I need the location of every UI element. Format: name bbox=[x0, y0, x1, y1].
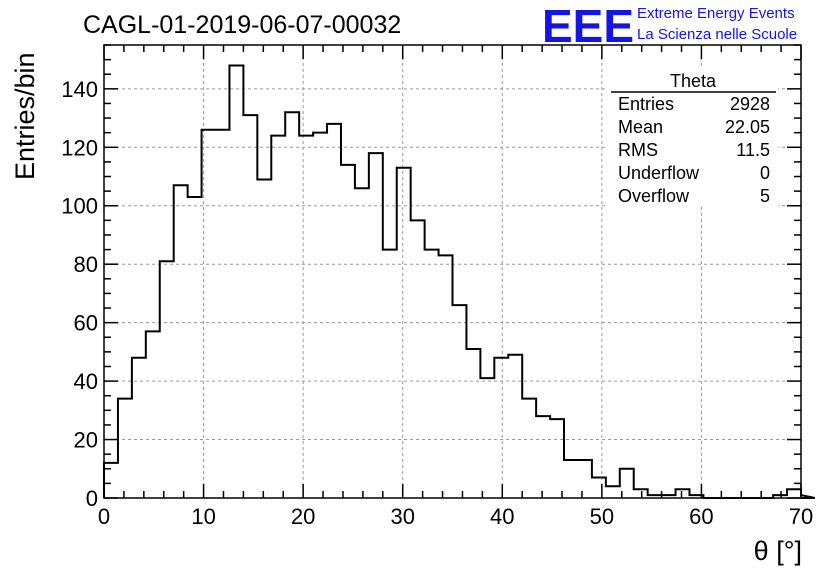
stats-row-label: Underflow bbox=[618, 163, 700, 183]
stats-box-title: Theta bbox=[670, 71, 717, 91]
y-tick-label: 140 bbox=[61, 77, 98, 102]
logo-line-1: Extreme Energy Events bbox=[637, 5, 795, 22]
stats-row-value: 11.5 bbox=[736, 140, 770, 160]
stats-box: Theta Entries 2928 Mean 22.05 RMS 11.5 Underfl… bbox=[608, 67, 778, 207]
axis-ticks bbox=[103, 44, 802, 499]
y-tick-label: 120 bbox=[61, 135, 98, 160]
stats-row-value: 0 bbox=[760, 163, 770, 183]
y-tick-labels: 0 20 40 60 80 100 120 140 bbox=[61, 77, 98, 511]
y-axis-label: Entries/bin bbox=[10, 52, 40, 180]
y-tick-label: 0 bbox=[86, 486, 98, 511]
y-tick-label: 20 bbox=[74, 428, 98, 453]
x-axis-label: θ [°] bbox=[754, 536, 802, 566]
stats-row-label: Overflow bbox=[618, 186, 690, 206]
stats-box-background bbox=[608, 67, 778, 207]
plot-frame bbox=[103, 44, 802, 499]
histogram-outline bbox=[103, 64, 816, 499]
y-tick-label: 60 bbox=[74, 311, 98, 336]
stats-row-label: Entries bbox=[618, 94, 674, 114]
y-tick-label: 100 bbox=[61, 194, 98, 219]
stats-row-value: 22.05 bbox=[725, 117, 770, 137]
stats-row-value: 5 bbox=[760, 186, 770, 206]
x-tick-label: 40 bbox=[490, 504, 514, 529]
x-tick-label: 50 bbox=[590, 504, 614, 529]
x-tick-label: 30 bbox=[390, 504, 414, 529]
x-tick-label: 60 bbox=[689, 504, 713, 529]
stats-row-label: Mean bbox=[618, 117, 663, 137]
y-tick-label: 80 bbox=[74, 252, 98, 277]
logo-line-2: La Scienza nelle Scuole bbox=[637, 26, 797, 43]
stats-row-label: RMS bbox=[618, 140, 658, 160]
y-tick-label: 40 bbox=[74, 369, 98, 394]
logo-mark: EEE bbox=[542, 0, 634, 52]
x-tick-labels: 0 10 20 30 40 50 60 70 bbox=[98, 504, 813, 529]
x-tick-label: 10 bbox=[191, 504, 215, 529]
x-tick-label: 20 bbox=[291, 504, 315, 529]
stats-rows: Entries 2928 Mean 22.05 RMS 11.5 Underflow 0 Ove… bbox=[618, 94, 770, 206]
x-tick-label: 0 bbox=[98, 504, 110, 529]
x-tick-label: 70 bbox=[789, 504, 813, 529]
stats-row-value: 2928 bbox=[730, 94, 770, 114]
eee-logo: EEE Extreme Energy Events La Scienza nel… bbox=[542, 0, 797, 52]
chart-title: CAGL-01-2019-06-07-00032 bbox=[83, 11, 401, 39]
